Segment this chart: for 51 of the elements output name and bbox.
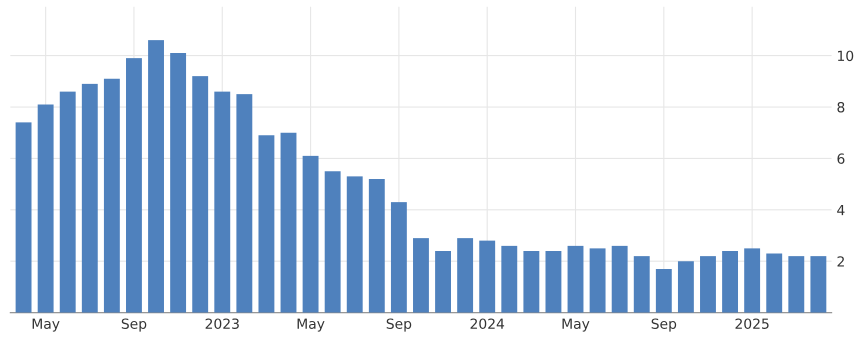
bar: [612, 246, 628, 313]
bar: [766, 254, 782, 313]
bar: [390, 202, 407, 313]
bar: [678, 261, 694, 313]
bar: [744, 248, 760, 313]
bar: [568, 246, 584, 313]
bar: [722, 250, 738, 313]
x-tick-label: May: [298, 318, 325, 332]
bar: [523, 250, 540, 313]
y-tick-label: 8: [837, 102, 844, 112]
y-tick-label: 6: [837, 153, 844, 164]
bar: [170, 53, 186, 313]
x-tick-label: 2024: [470, 318, 504, 329]
bar: [126, 58, 142, 313]
x-tick-label: May: [32, 318, 60, 332]
x-tick-label: Sep: [652, 318, 676, 332]
bar: [479, 240, 496, 313]
bar: [590, 248, 606, 313]
bar: [214, 92, 230, 313]
bar: [236, 94, 252, 313]
bar: [258, 135, 274, 313]
bar: [457, 238, 474, 313]
bar: [413, 238, 429, 313]
y-tick-label: 10: [838, 50, 854, 62]
x-tick-label: Sep: [122, 318, 146, 332]
bar: [148, 40, 164, 313]
bar: [368, 178, 385, 313]
bar: [810, 256, 826, 313]
bar: [302, 156, 319, 313]
bar: [656, 268, 672, 313]
x-tick-label: 2025: [735, 318, 769, 329]
bar: [324, 171, 341, 313]
y-tick-label: 4: [837, 204, 845, 216]
bar: [545, 250, 562, 313]
bar: [192, 76, 208, 313]
bar: [16, 122, 32, 313]
bar: [501, 246, 518, 313]
bar: [788, 256, 804, 313]
x-tick-label: 2023: [206, 318, 239, 329]
bar: [82, 84, 98, 313]
bar: [104, 78, 120, 313]
bar: [634, 256, 650, 313]
bar: [60, 92, 76, 313]
bar: [435, 250, 451, 313]
bar: [280, 132, 296, 313]
bar: [700, 256, 716, 313]
bar: [38, 104, 54, 313]
x-tick-label: Sep: [386, 318, 412, 332]
bar: [346, 176, 363, 313]
y-tick-label: 2: [838, 256, 844, 267]
x-tick-label: May: [562, 318, 590, 332]
